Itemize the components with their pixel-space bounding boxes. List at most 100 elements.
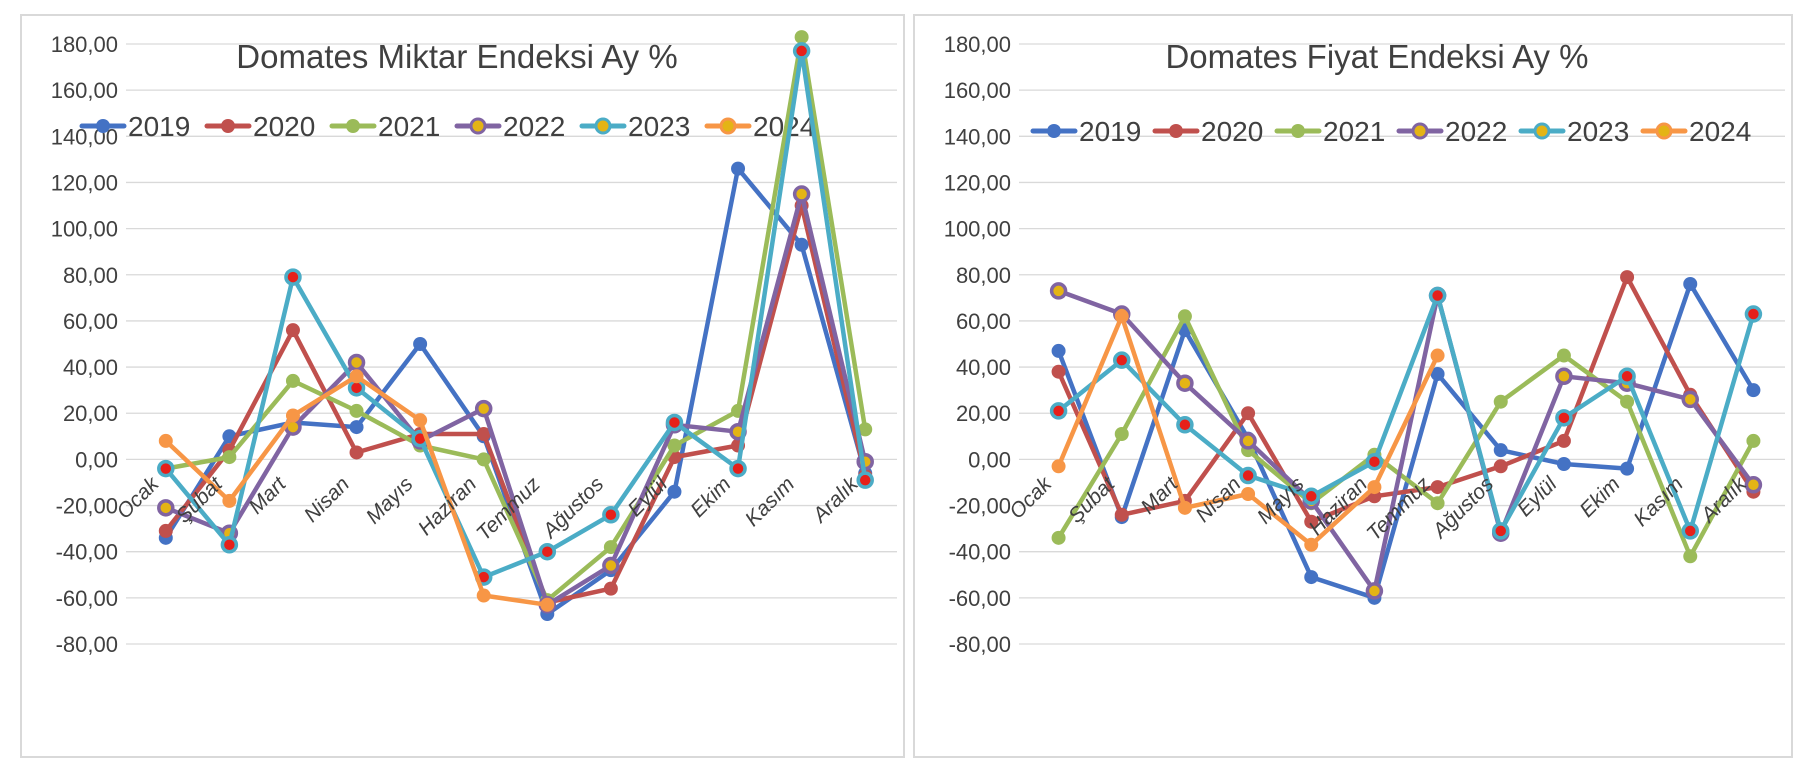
chart-miktar-endeksi: 180,00 160,00 140,00 120,00 100,00 80,00 60,00… — [20, 14, 905, 758]
legend-item: 2023 — [579, 111, 690, 142]
data-point-2021 — [476, 452, 491, 467]
data-point-2020 — [349, 445, 364, 460]
data-point-2023 — [1681, 522, 1699, 540]
series-line-2022 — [164, 191, 868, 608]
data-point-2020 — [1114, 507, 1129, 522]
data-point-2024 — [1430, 348, 1445, 363]
data-point-2022 — [792, 185, 811, 203]
data-point-2023 — [157, 459, 175, 478]
x-tick-label: Ocak — [1005, 472, 1057, 524]
data-point-2024 — [1241, 487, 1256, 501]
data-point-2020 — [1493, 459, 1508, 474]
data-point-2024 — [1177, 500, 1192, 515]
data-point-2023 — [220, 536, 239, 554]
y-tick-label: 140,00 — [944, 124, 1011, 149]
y-tick-label: -40,00 — [949, 540, 1011, 565]
legend-label: 2020 — [1201, 116, 1263, 147]
data-point-2021 — [222, 450, 237, 465]
data-point-2024 — [413, 413, 428, 428]
data-point-2021 — [285, 373, 300, 388]
series-line-2021 — [165, 34, 868, 603]
x-tick-label: Haziran — [414, 473, 481, 540]
legend-marker — [346, 119, 360, 133]
x-tick-label: Ocak — [112, 472, 164, 524]
data-point-2021 — [1177, 309, 1192, 324]
data-point-2019 — [1683, 277, 1698, 291]
chart-fiyat-endeksi: 180,00 160,00 140,00 120,00 100,00 80,00 60,00… — [913, 14, 1793, 758]
data-point-2023 — [538, 542, 557, 561]
data-point-2022 — [157, 499, 175, 517]
data-point-2019 — [667, 484, 682, 499]
data-point-2024 — [349, 369, 364, 384]
y-tick-label: 160,00 — [51, 78, 118, 103]
y-tick-label: 100,00 — [944, 217, 1011, 242]
series-line-2021 — [1056, 314, 1756, 559]
legend-marker — [96, 119, 110, 133]
x-tick-label: Ağustos — [537, 472, 609, 544]
legend-marker — [469, 117, 487, 135]
data-point-2019 — [1493, 443, 1508, 458]
data-point-2023 — [1239, 466, 1257, 485]
data-point-2024 — [1304, 537, 1319, 552]
data-point-2020 — [476, 427, 491, 441]
legend-marker — [1655, 122, 1673, 140]
chart-title: Domates Fiyat Endeksi Ay % — [1165, 38, 1588, 75]
data-point-2020 — [1241, 406, 1256, 421]
data-point-2022 — [1555, 367, 1573, 386]
x-tick-label: Mart — [245, 472, 292, 519]
data-point-2022 — [1049, 282, 1068, 300]
data-point-2023 — [1049, 402, 1068, 420]
legend-label: 2019 — [1079, 116, 1141, 147]
data-point-2020 — [1556, 433, 1571, 448]
data-point-2023 — [1555, 409, 1573, 427]
y-tick-label: 60,00 — [956, 309, 1011, 334]
legend-item: 2021 — [1274, 116, 1385, 147]
data-point-2024 — [158, 433, 173, 448]
x-tick-label: Kasım — [741, 473, 799, 531]
data-point-2019 — [1304, 570, 1319, 585]
x-tick-label: Ekim — [1575, 473, 1624, 522]
legend-item: 2019 — [1030, 116, 1141, 147]
data-point-2023 — [1428, 286, 1447, 305]
chart-fiyat-svg: 180,00 160,00 140,00 120,00 100,00 80,00 60,00… — [944, 32, 1785, 657]
y-tick-label: 100,00 — [51, 217, 118, 242]
data-point-2023 — [1618, 367, 1636, 386]
series-line-2019 — [1056, 281, 1756, 601]
data-point-2023 — [856, 471, 874, 489]
data-point-2019 — [731, 161, 746, 176]
y-tick-label: 0,00 — [75, 447, 118, 472]
x-tick-label: Aralık — [807, 472, 864, 529]
legend-label: 2024 — [1689, 116, 1751, 147]
x-tick-label: Mayıs — [362, 472, 418, 528]
data-point-2019 — [413, 337, 428, 351]
series-line-2020 — [1056, 274, 1756, 524]
data-point-2021 — [1746, 433, 1761, 448]
legend-marker — [1169, 124, 1183, 138]
y-tick-label: 20,00 — [956, 401, 1011, 426]
legend-label: 2022 — [503, 111, 565, 142]
legend-item: 2023 — [1518, 116, 1629, 147]
series-line-2020 — [164, 203, 868, 605]
legend-item: 2024 — [1640, 116, 1751, 147]
data-point-2023 — [1176, 416, 1194, 434]
data-point-2021 — [349, 403, 364, 418]
legend-label: 2023 — [628, 111, 690, 142]
y-tick-label: 80,00 — [956, 263, 1011, 288]
y-tick-label: -80,00 — [949, 632, 1011, 657]
data-point-2022 — [1681, 390, 1699, 409]
data-point-2020 — [158, 523, 173, 538]
data-point-2021 — [1051, 530, 1066, 545]
data-point-2023 — [665, 413, 684, 432]
legend-marker — [594, 117, 612, 135]
y-tick-label: -60,00 — [949, 586, 1011, 611]
y-tick-label: 180,00 — [51, 32, 118, 57]
data-point-2024 — [1367, 480, 1382, 495]
data-point-2019 — [794, 237, 809, 252]
y-tick-label: 20,00 — [63, 401, 118, 426]
legend-marker — [1291, 124, 1305, 138]
data-point-2021 — [603, 540, 618, 555]
data-point-2024 — [540, 597, 555, 612]
data-point-2023 — [1113, 351, 1131, 369]
data-point-2024 — [1114, 309, 1129, 324]
data-point-2021 — [1683, 549, 1698, 564]
